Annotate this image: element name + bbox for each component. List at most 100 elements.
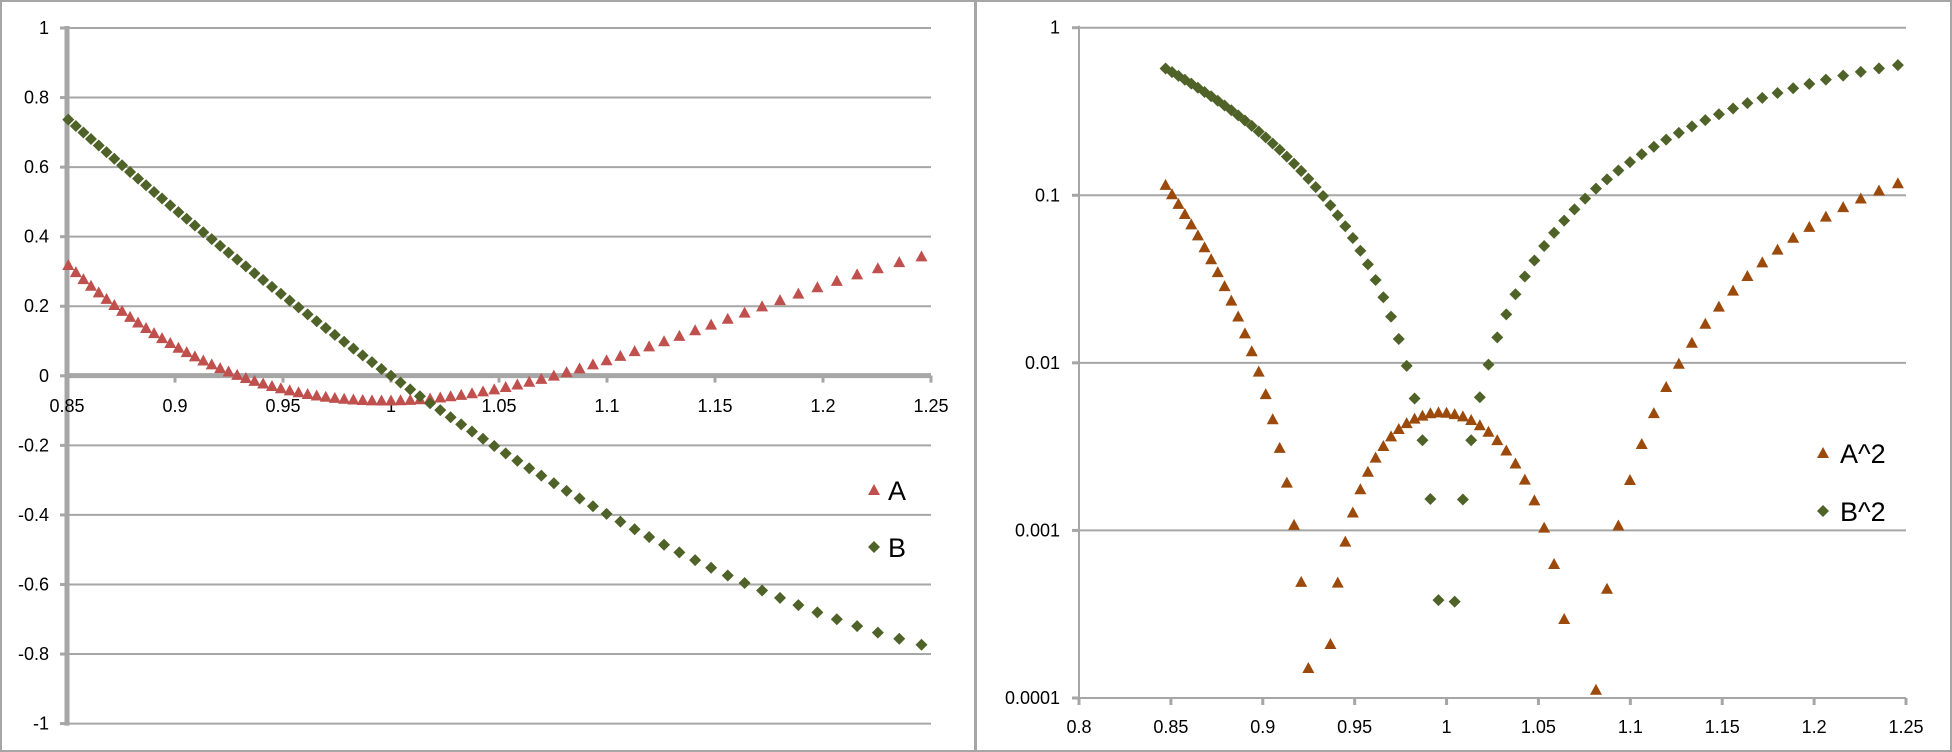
data-point (1339, 220, 1352, 233)
data-point (1787, 231, 1800, 243)
data-point (319, 322, 332, 335)
data-point (1324, 638, 1337, 650)
data-point (811, 281, 824, 293)
data-point (132, 172, 145, 185)
y-tick-label: 0.01 (1025, 353, 1060, 373)
data-point (69, 120, 82, 133)
series-b (62, 113, 928, 651)
data-point (292, 386, 305, 398)
data-point (466, 387, 478, 399)
data-point (851, 620, 864, 633)
data-point (375, 362, 388, 375)
data-point (1225, 294, 1238, 306)
data-point (523, 462, 536, 475)
data-point (535, 372, 548, 384)
data-point (156, 192, 169, 205)
data-point (477, 432, 490, 445)
data-point (1266, 413, 1279, 425)
data-point (301, 387, 314, 399)
y-tick-label: 1 (39, 18, 49, 38)
data-point (413, 390, 426, 403)
data-point (231, 368, 244, 380)
data-point (1672, 357, 1685, 369)
data-point (1369, 274, 1382, 287)
data-point (1408, 392, 1421, 405)
y-tick-label: 0 (39, 366, 49, 386)
data-point (356, 394, 369, 406)
data-point (156, 332, 169, 344)
data-point (132, 316, 145, 328)
data-point (347, 342, 360, 355)
data-point (248, 267, 261, 280)
data-point (1159, 178, 1172, 190)
data-point (535, 469, 548, 482)
data-point (92, 139, 105, 152)
series-b2 (1159, 59, 1904, 608)
data-point (1699, 317, 1712, 329)
data-point (164, 199, 177, 212)
data-point (774, 294, 787, 306)
data-point (100, 146, 113, 159)
data-point (385, 369, 397, 382)
data-point (265, 280, 278, 293)
data-point (1440, 406, 1453, 418)
data-point (1302, 172, 1315, 185)
data-point (338, 335, 351, 348)
x-tick-label: 0.95 (1337, 717, 1372, 737)
data-point (1339, 535, 1352, 547)
data-point (1361, 465, 1374, 477)
data-point (180, 212, 193, 225)
data-point (1727, 284, 1740, 296)
data-point (328, 328, 341, 341)
y-tick-label: 0.001 (1015, 520, 1060, 540)
y-tick-label: 0.6 (24, 157, 49, 177)
data-point (394, 376, 407, 389)
data-point (1756, 256, 1769, 268)
data-point (1548, 558, 1561, 570)
data-point (172, 206, 185, 219)
data-point (1273, 143, 1286, 156)
x-tick-label: 1.1 (1618, 717, 1643, 737)
data-point (1482, 358, 1495, 371)
data-point (1385, 310, 1398, 323)
data-point (1771, 86, 1784, 99)
x-tick-label: 1.15 (697, 396, 732, 416)
data-point (1218, 280, 1231, 292)
data-point (1509, 457, 1522, 469)
data-point (205, 358, 218, 370)
data-point (1266, 137, 1279, 150)
data-point (172, 341, 185, 353)
data-point (792, 287, 805, 299)
data-point (1273, 441, 1286, 453)
data-point (1354, 483, 1367, 495)
data-point (586, 358, 599, 370)
data-point (600, 507, 613, 520)
data-point (673, 546, 686, 559)
data-point (1198, 241, 1211, 253)
data-point (1369, 451, 1382, 463)
data-point (1424, 407, 1437, 419)
data-point (1245, 119, 1258, 132)
data-point (1346, 231, 1359, 244)
data-point (643, 530, 656, 543)
x-tick-label: 1.25 (913, 396, 948, 416)
data-point (1245, 345, 1258, 357)
data-point (404, 383, 417, 396)
data-point (1756, 91, 1769, 104)
data-point (188, 350, 201, 362)
data-point (1465, 413, 1478, 425)
data-point (214, 239, 227, 252)
data-point (1568, 203, 1581, 216)
data-point (444, 411, 457, 424)
data-point (893, 632, 906, 645)
data-point (1647, 140, 1660, 153)
data-point (586, 500, 599, 513)
data-point (1771, 243, 1784, 255)
data-point (1491, 434, 1504, 446)
data-point (265, 379, 278, 391)
data-point (1500, 444, 1513, 456)
data-point (1377, 440, 1390, 452)
data-point (560, 484, 573, 497)
data-point (140, 321, 153, 333)
data-point (1288, 157, 1301, 170)
